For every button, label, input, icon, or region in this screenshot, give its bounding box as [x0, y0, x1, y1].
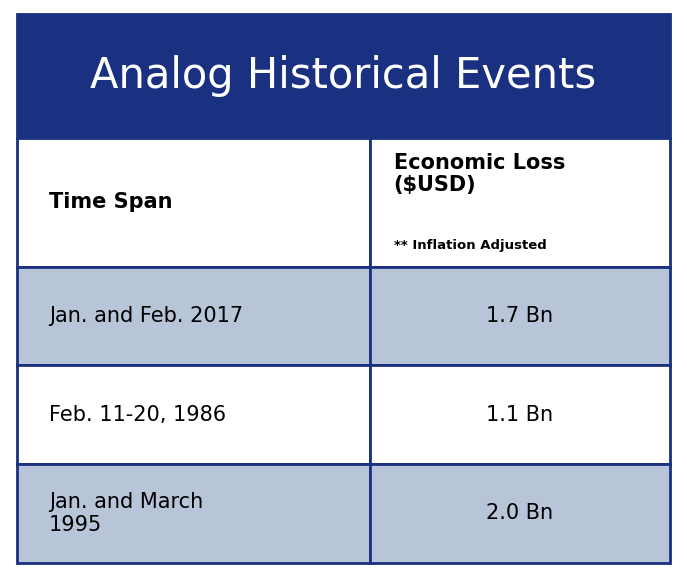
Text: Jan. and March
1995: Jan. and March 1995 [49, 492, 203, 535]
Text: Feb. 11-20, 1986: Feb. 11-20, 1986 [49, 404, 226, 425]
Bar [370, 464, 670, 563]
Text: Economic Loss
($USD): Economic Loss ($USD) [394, 153, 565, 195]
Bar [17, 14, 670, 138]
Bar [17, 267, 370, 365]
Text: 1.7 Bn: 1.7 Bn [486, 306, 553, 326]
Bar [17, 365, 370, 464]
Text: ** Inflation Adjusted: ** Inflation Adjusted [394, 239, 546, 253]
Bar [17, 138, 370, 267]
Text: Jan. and Feb. 2017: Jan. and Feb. 2017 [49, 306, 243, 326]
Text: Time Span: Time Span [49, 192, 172, 212]
Text: Analog Historical Events: Analog Historical Events [91, 55, 596, 97]
Text: 1.1 Bn: 1.1 Bn [486, 404, 553, 425]
Bar [17, 464, 370, 563]
Bar [370, 365, 670, 464]
Bar [370, 138, 670, 267]
Bar [370, 267, 670, 365]
Text: 2.0 Bn: 2.0 Bn [486, 503, 553, 523]
